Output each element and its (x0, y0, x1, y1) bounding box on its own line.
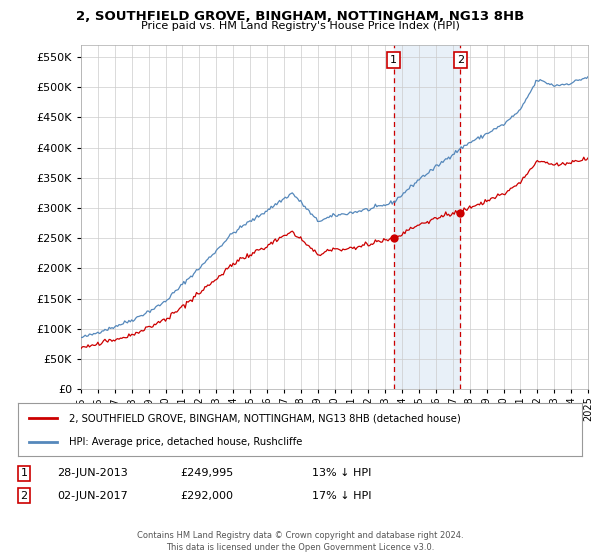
Text: HPI: Average price, detached house, Rushcliffe: HPI: Average price, detached house, Rush… (69, 436, 302, 446)
Text: 1: 1 (20, 468, 28, 478)
Text: 2, SOUTHFIELD GROVE, BINGHAM, NOTTINGHAM, NG13 8HB (detached house): 2, SOUTHFIELD GROVE, BINGHAM, NOTTINGHAM… (69, 413, 461, 423)
Text: Contains HM Land Registry data © Crown copyright and database right 2024.
This d: Contains HM Land Registry data © Crown c… (137, 531, 463, 552)
Text: 2, SOUTHFIELD GROVE, BINGHAM, NOTTINGHAM, NG13 8HB: 2, SOUTHFIELD GROVE, BINGHAM, NOTTINGHAM… (76, 10, 524, 22)
Text: 1: 1 (390, 55, 397, 65)
Text: 2: 2 (20, 491, 28, 501)
Bar (394, 45, 460, 389)
Text: 13% ↓ HPI: 13% ↓ HPI (312, 468, 371, 478)
Text: £249,995: £249,995 (180, 468, 233, 478)
Text: 2: 2 (457, 55, 464, 65)
Text: 02-JUN-2017: 02-JUN-2017 (57, 491, 128, 501)
Text: 17% ↓ HPI: 17% ↓ HPI (312, 491, 371, 501)
Text: 28-JUN-2013: 28-JUN-2013 (57, 468, 128, 478)
Text: Price paid vs. HM Land Registry's House Price Index (HPI): Price paid vs. HM Land Registry's House … (140, 21, 460, 31)
Text: £292,000: £292,000 (180, 491, 233, 501)
